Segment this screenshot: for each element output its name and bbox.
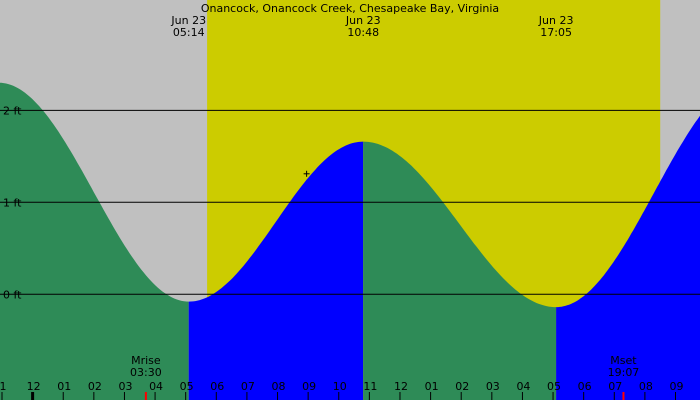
x-tick-label-16: 03	[486, 380, 500, 393]
y-tick-label-1: 1 ft	[3, 196, 22, 209]
moon-label-0: Mrise	[131, 354, 161, 367]
x-tick-label-17: 04	[516, 380, 530, 393]
x-tick-label-13: 12	[394, 380, 408, 393]
x-tick-label-11: 10	[333, 380, 347, 393]
rising-tide-area-3	[556, 115, 700, 400]
x-tick-label-21: 08	[639, 380, 653, 393]
y-tick-label-2: 2 ft	[3, 104, 22, 117]
falling-tide-area-2	[363, 141, 557, 400]
x-tick-label-2: 01	[57, 380, 71, 393]
x-tick-label-7: 06	[210, 380, 224, 393]
x-tick-label-9: 08	[272, 380, 286, 393]
x-tick-label-12: 11	[363, 380, 377, 393]
event-date-0: Jun 23	[170, 14, 206, 27]
x-tick-label-22: 09	[670, 380, 684, 393]
x-tick-label-4: 03	[118, 380, 132, 393]
x-tick-label-1: 12	[27, 380, 41, 393]
x-tick-label-15: 02	[455, 380, 469, 393]
moon-time-0: 03:30	[130, 366, 162, 379]
falling-tide-area-0	[0, 82, 189, 400]
y-tick-label-0: 0 ft	[3, 288, 22, 301]
x-tick-label-8: 07	[241, 380, 255, 393]
chart-title: Onancock, Onancock Creek, Chesapeake Bay…	[201, 2, 499, 15]
x-tick-label-20: 07	[608, 380, 622, 393]
rising-tide-area-1	[188, 141, 364, 400]
x-tick-label-3: 02	[88, 380, 102, 393]
event-time-1: 10:48	[347, 26, 379, 39]
moon-time-1: 19:07	[608, 366, 640, 379]
event-date-2: Jun 23	[538, 14, 574, 27]
event-date-1: Jun 23	[345, 14, 381, 27]
x-tick-label-0: 1	[0, 380, 7, 393]
x-tick-label-14: 01	[425, 380, 439, 393]
x-tick-label-10: 09	[302, 380, 316, 393]
x-tick-label-6: 05	[180, 380, 194, 393]
event-time-2: 17:05	[540, 26, 572, 39]
x-tick-label-5: 04	[149, 380, 163, 393]
moon-label-1: Mset	[610, 354, 637, 367]
x-tick-label-19: 06	[578, 380, 592, 393]
event-time-0: 05:14	[173, 26, 205, 39]
x-tick-label-18: 05	[547, 380, 561, 393]
